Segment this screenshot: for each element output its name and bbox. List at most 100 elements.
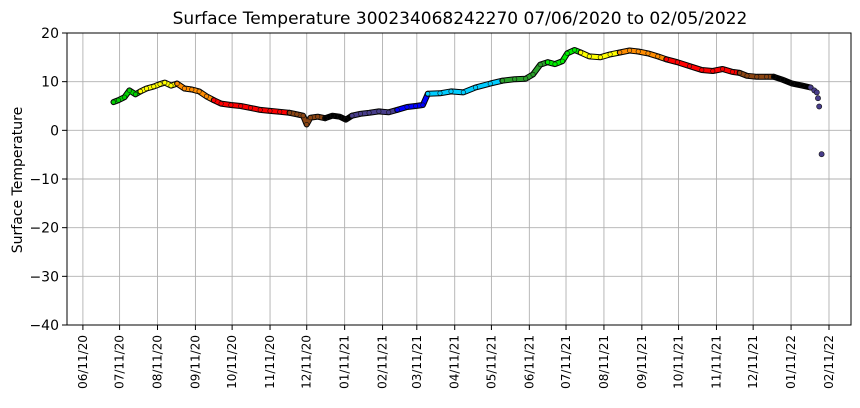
data-point [386,109,392,115]
y-tick-label: 10 [41,75,59,91]
x-tick-label: 08/11/21 [597,335,611,389]
data-point [512,76,518,82]
data-point [248,105,254,111]
data-point [329,113,335,119]
data-point [537,62,543,68]
data-point [257,107,263,113]
data-point [300,113,306,119]
data-point [322,115,328,121]
data-point [815,95,821,102]
x-tick-label: 02/11/22 [822,335,836,389]
data-point [315,114,321,120]
x-tick-label: 12/11/20 [300,335,314,389]
data-point [394,107,400,113]
data-point [203,93,209,99]
data-point [564,50,570,56]
y-tick-label: −30 [29,269,59,285]
x-tick-label: 04/11/21 [448,335,462,389]
grid [67,32,851,326]
data-point [754,74,760,80]
data-point [287,110,293,116]
data-point [472,85,478,91]
data-point [211,97,217,103]
x-tick-label: 09/11/20 [188,335,202,389]
data-point [307,115,313,121]
data-point [115,97,121,103]
data-point [523,76,529,82]
x-tick-label: 11/11/20 [263,335,277,389]
data-point [144,86,150,92]
data-point [729,69,735,75]
data-point [228,102,234,108]
data-point [559,58,565,64]
axis-ticks: 20 10 0 −10 −20 −30 −40 06/11/20 07/11/20 08/11/2… [29,26,836,389]
data-point [122,94,128,100]
data-point [304,122,310,128]
data-point [413,103,419,109]
data-point [126,87,132,93]
data-point [779,77,785,83]
data-point [764,74,770,80]
data-point [162,80,168,86]
x-tick-label: 01/11/21 [338,335,352,389]
data-point [294,111,300,117]
x-tick-label: 12/11/21 [746,335,760,389]
data-point [337,114,343,120]
data-point [720,66,726,72]
data-point [460,89,466,95]
x-tick-label: 09/11/21 [635,335,649,389]
x-tick-label: 05/11/21 [484,335,498,389]
data-point [818,151,825,158]
x-tick-label: 07/11/20 [113,335,127,389]
data-point [645,50,651,56]
data-point [674,59,680,65]
data-point [499,78,505,84]
x-tick-label: 01/11/22 [784,335,798,389]
data-point [133,91,139,97]
data-point [744,73,750,79]
data-point [710,68,716,74]
data-point [189,87,195,93]
data-point [218,101,224,107]
data-point [530,71,536,77]
data-point [343,117,349,123]
data-point [789,81,795,87]
data-point [607,51,613,57]
x-tick-label: 10/11/21 [672,335,686,389]
y-tick-label: 20 [41,26,59,42]
data-point [425,91,431,97]
data-point [267,108,273,114]
data-point [771,74,777,80]
x-tick-label: 07/11/21 [559,335,573,389]
data-point [366,110,372,116]
data-point [687,63,693,69]
data-point [699,67,705,73]
y-tick-label: −40 [29,318,59,334]
x-tick-label: 02/11/21 [376,335,390,389]
data-point [655,53,661,59]
data-point [578,49,584,55]
data-point [181,86,187,92]
data-point [437,90,443,96]
x-tick-label: 06/11/21 [522,335,536,389]
chart-title: Surface Temperature 300234068242270 07/0… [173,9,748,29]
data-point [376,108,382,114]
data-point [157,81,163,87]
data-point [277,109,283,115]
data-point [663,56,669,62]
data-point [196,88,202,94]
data-point [137,88,143,94]
data-point [545,59,551,65]
data-series [110,47,825,158]
data-point [357,111,363,117]
y-tick-label: −20 [29,221,59,237]
x-tick-label: 10/11/20 [225,335,239,389]
data-point [572,47,578,53]
x-tick-label: 11/11/21 [709,335,723,389]
data-point [174,81,180,87]
data-point [349,113,355,119]
data-point [635,48,641,54]
data-point [552,61,558,67]
data-point [586,53,592,59]
